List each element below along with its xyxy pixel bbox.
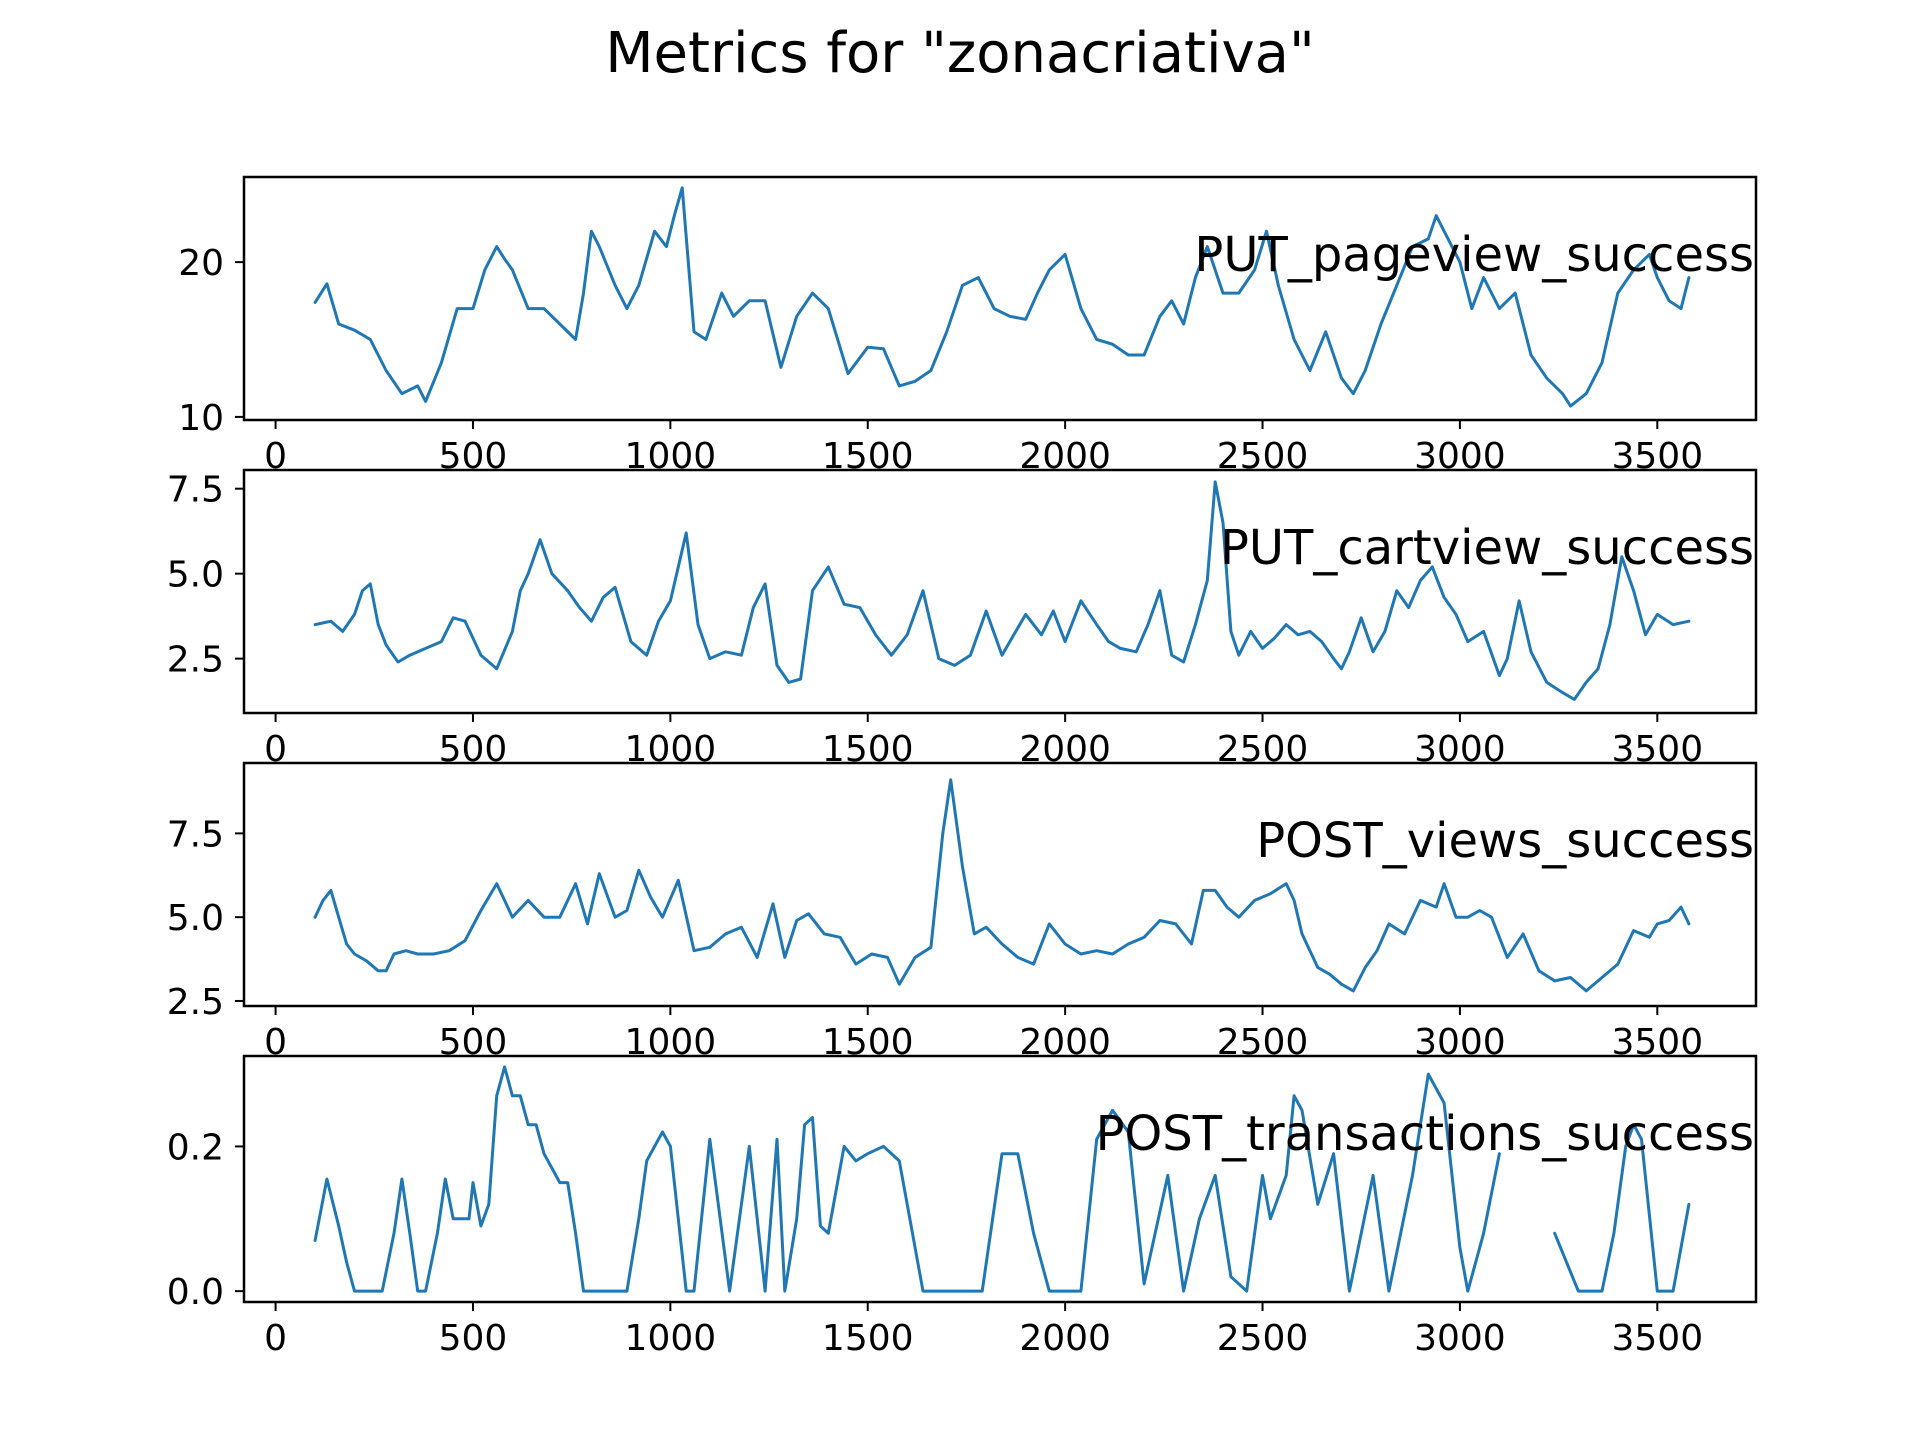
y-tick-label: 5.0 bbox=[167, 898, 224, 939]
series-label: POST_transactions_success bbox=[1096, 1106, 1754, 1162]
x-tick-label: 2500 bbox=[1217, 1318, 1309, 1359]
subplot-4: 0 500 1000 1500 2000 2500 3000 3500 0.0 0.2 POST_t… bbox=[167, 1054, 1758, 1359]
y-tick-label: 20 bbox=[178, 243, 224, 284]
axes-frame bbox=[242, 1054, 1758, 1304]
axes-frame bbox=[242, 175, 1758, 422]
axes-frame bbox=[242, 761, 1758, 1008]
x-tick-label: 3000 bbox=[1414, 1318, 1506, 1359]
series-line bbox=[1553, 1123, 1691, 1293]
x-tick-label: 3500 bbox=[1611, 1318, 1703, 1359]
y-tick-label: 0.2 bbox=[167, 1127, 224, 1168]
y-tick-label: 0.0 bbox=[167, 1272, 224, 1313]
series-label: PUT_pageview_success bbox=[1194, 227, 1754, 283]
x-tick-label: 1000 bbox=[625, 1318, 717, 1359]
y-tick-label: 2.5 bbox=[167, 640, 224, 681]
series-line bbox=[313, 480, 1691, 701]
y-tick-label: 2.5 bbox=[167, 982, 224, 1023]
x-tick-label: 0 bbox=[264, 1318, 287, 1359]
x-tick-label: 2000 bbox=[1019, 1318, 1111, 1359]
x-tick-label: 0 bbox=[264, 1022, 287, 1063]
y-tick-label: 10 bbox=[178, 398, 224, 439]
series-line bbox=[313, 186, 1691, 408]
subplots: 0 500 1000 1500 2000 2500 3000 3500 10 20 PUT_page… bbox=[167, 175, 1758, 1359]
figure-title: Metrics for "zonacriativa" bbox=[605, 21, 1315, 86]
y-tick-label: 5.0 bbox=[167, 555, 224, 596]
series-label: PUT_cartview_success bbox=[1220, 520, 1754, 576]
x-tick-label: 0 bbox=[264, 729, 287, 770]
y-tick-label: 7.5 bbox=[167, 470, 224, 511]
series-label: POST_views_success bbox=[1256, 813, 1754, 869]
x-tick-label: 0 bbox=[264, 436, 287, 477]
x-tick-label: 500 bbox=[439, 1318, 508, 1359]
axes-frame bbox=[242, 468, 1758, 715]
series-line bbox=[313, 778, 1691, 993]
y-tick-label: 7.5 bbox=[167, 814, 224, 855]
x-tick-label: 1500 bbox=[822, 1318, 914, 1359]
series-line bbox=[313, 1065, 1501, 1293]
